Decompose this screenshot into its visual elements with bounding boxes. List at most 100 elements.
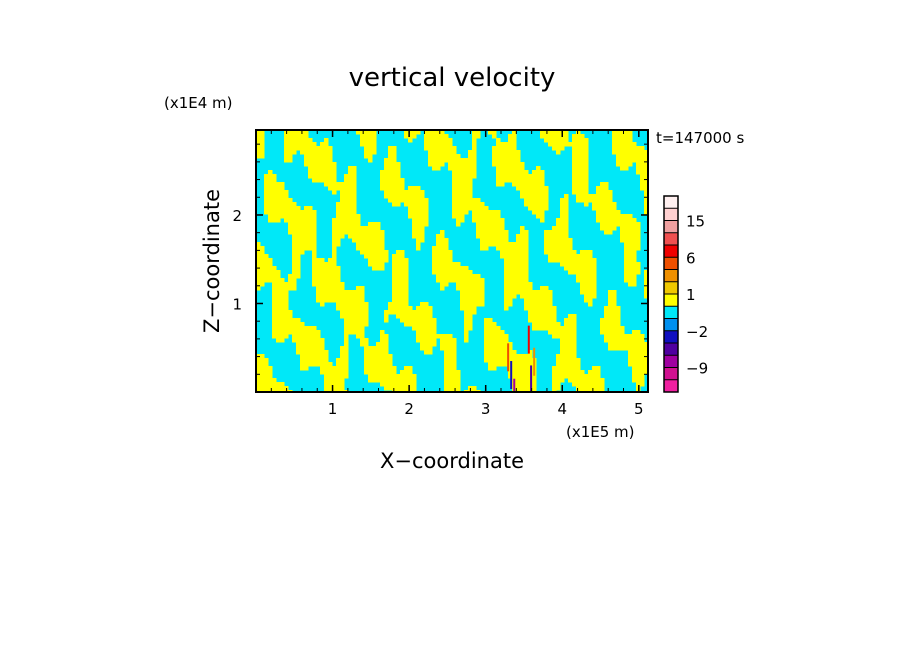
positive-cell [580, 146, 585, 151]
positive-cell [284, 306, 289, 311]
positive-cell [292, 262, 297, 267]
positive-cell [344, 326, 349, 331]
positive-cell [492, 366, 497, 371]
positive-cell [440, 134, 445, 139]
positive-cell [340, 370, 345, 375]
positive-cell [588, 370, 593, 375]
positive-cell [416, 194, 421, 199]
positive-cell [488, 214, 493, 219]
positive-cell [464, 270, 469, 275]
positive-cell [296, 262, 301, 267]
positive-cell [412, 322, 417, 327]
positive-cell [348, 234, 353, 239]
positive-cell [272, 306, 277, 311]
positive-cell [364, 154, 369, 159]
positive-cell [308, 242, 313, 247]
positive-cell [452, 362, 457, 367]
positive-cell [456, 386, 461, 391]
positive-cell [532, 306, 537, 311]
positive-cell [448, 370, 453, 375]
positive-cell [500, 230, 505, 235]
positive-cell [564, 198, 569, 203]
colorbar-label: 6 [686, 249, 696, 267]
positive-cell [564, 346, 569, 351]
positive-cell [468, 302, 473, 307]
positive-cell [372, 358, 377, 363]
positive-cell [348, 230, 353, 235]
positive-cell [572, 142, 577, 147]
positive-cell [628, 342, 633, 347]
positive-cell [464, 290, 469, 295]
positive-cell [636, 330, 641, 335]
positive-cell [556, 238, 561, 243]
positive-cell [616, 314, 621, 319]
positive-cell [464, 278, 469, 283]
positive-cell [264, 258, 269, 263]
positive-cell [328, 386, 333, 391]
positive-cell [592, 270, 597, 275]
positive-cell [560, 138, 565, 143]
positive-cell [316, 146, 321, 151]
positive-cell [328, 270, 333, 275]
positive-cell [384, 186, 389, 191]
positive-cell [280, 186, 285, 191]
positive-cell [284, 146, 289, 151]
positive-cell [256, 134, 261, 139]
positive-cell [340, 306, 345, 311]
positive-cell [264, 182, 269, 187]
positive-cell [456, 186, 461, 191]
positive-cell [524, 274, 529, 279]
positive-cell [572, 258, 577, 263]
positive-cell [372, 362, 377, 367]
positive-cell [452, 374, 457, 379]
positive-cell [408, 194, 413, 199]
positive-cell [332, 230, 337, 235]
positive-cell [484, 322, 489, 327]
positive-cell [420, 190, 425, 195]
positive-cell [424, 314, 429, 319]
positive-cell [364, 142, 369, 147]
positive-cell [324, 166, 329, 171]
positive-cell [292, 150, 297, 155]
positive-cell [576, 186, 581, 191]
x-tick-label: 5 [634, 400, 644, 418]
positive-cell [440, 138, 445, 143]
positive-cell [560, 342, 565, 347]
positive-cell [468, 282, 473, 287]
positive-cell [504, 242, 509, 247]
positive-cell [300, 138, 305, 143]
positive-cell [564, 130, 569, 135]
positive-cell [440, 230, 445, 235]
positive-cell [288, 130, 293, 135]
positive-cell [604, 194, 609, 199]
positive-cell [484, 226, 489, 231]
positive-cell [464, 162, 469, 167]
positive-cell [424, 142, 429, 147]
positive-cell [256, 374, 261, 379]
positive-cell [504, 230, 509, 235]
positive-cell [448, 378, 453, 383]
positive-cell [504, 258, 509, 263]
positive-cell [348, 226, 353, 231]
positive-cell [524, 198, 529, 203]
positive-cell [460, 218, 465, 223]
positive-cell [384, 250, 389, 255]
positive-cell [308, 234, 313, 239]
positive-cell [528, 282, 533, 287]
positive-cell [608, 190, 613, 195]
y-tick-label: 2 [232, 207, 242, 225]
positive-cell [304, 238, 309, 243]
positive-cell [400, 190, 405, 195]
positive-cell [532, 178, 537, 183]
positive-cell [388, 378, 393, 383]
positive-cell [404, 382, 409, 387]
positive-cell [404, 258, 409, 263]
positive-cell [552, 318, 557, 323]
positive-cell [508, 174, 513, 179]
positive-cell [516, 242, 521, 247]
positive-cell [360, 326, 365, 331]
positive-cell [436, 166, 441, 171]
positive-cell [500, 146, 505, 151]
positive-cell [564, 354, 569, 359]
positive-cell [508, 162, 513, 167]
